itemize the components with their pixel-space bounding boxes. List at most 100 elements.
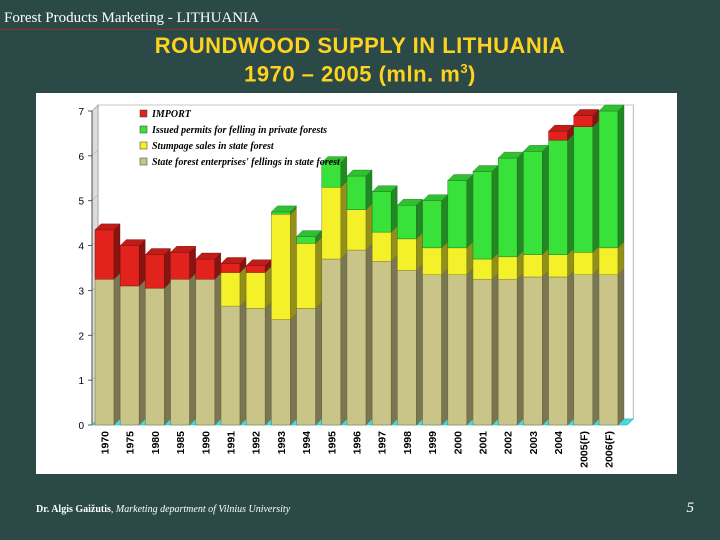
bar-segment-import — [145, 254, 165, 289]
bar-segment-stumpage — [548, 254, 568, 278]
bar-segment-state — [447, 274, 468, 426]
bar-segment-stumpage — [245, 272, 266, 309]
x-tick-label: 2006(F) — [604, 431, 616, 468]
title-line2-end: ) — [468, 61, 476, 87]
footer-affiliation: , Marketing department of Vilnius Univer… — [110, 504, 291, 515]
x-tick-label: 1996 — [352, 431, 364, 455]
y-grid-diag — [91, 104, 99, 112]
y-tick-label: 3 — [78, 286, 84, 297]
chart-title-line2: 1970 – 2005 (mln. m3) — [0, 61, 720, 87]
bar-side-import — [164, 248, 171, 289]
bar-side-stumpage — [365, 203, 373, 251]
page-number: 5 — [686, 500, 695, 516]
bar-side-permits — [391, 185, 398, 233]
bar-segment-state — [170, 278, 190, 426]
bar-side-permits — [542, 144, 549, 256]
bar-segment-state — [548, 276, 568, 426]
bar-segment-stumpage — [573, 252, 594, 275]
y-tick-label: 0 — [78, 421, 84, 432]
chart-panel: 0 1 2 3 4 5 6 7 1970 1975 1980 1985 1990 1991 1992 1993… — [36, 93, 677, 474]
bar-side-state — [239, 299, 247, 426]
bar-top-import — [144, 248, 171, 255]
bar-segment-permits — [497, 157, 518, 258]
bar-segment-permits — [422, 200, 442, 249]
bar-side-stumpage — [315, 236, 322, 309]
bar-side-stumpage — [264, 266, 272, 309]
bar-side-state — [214, 272, 222, 426]
bar-segment-stumpage — [397, 238, 417, 271]
bar-segment-stumpage — [497, 256, 518, 280]
bar-side-state — [189, 272, 196, 426]
legend-label-permits: Issued permits for felling in private fo… — [151, 125, 327, 136]
y-tick-label: 7 — [78, 107, 84, 118]
bar-side-state — [466, 268, 473, 426]
bar-segment-stumpage — [422, 247, 442, 275]
y-tick-label: 2 — [78, 331, 84, 342]
bar-side-stumpage — [416, 232, 423, 271]
bar-side-state — [416, 263, 423, 426]
bar-segment-permits — [447, 180, 468, 249]
bar-segment-state — [245, 308, 266, 426]
bar-side-permits — [416, 198, 423, 240]
x-tick-label: 1970 — [100, 431, 112, 455]
bar-segment-stumpage — [523, 254, 543, 278]
header-divider — [0, 29, 340, 30]
bar-top-permits — [321, 156, 348, 163]
bar-segment-stumpage — [321, 187, 342, 260]
bar-side-permits — [441, 194, 448, 249]
bar-segment-stumpage — [346, 209, 367, 251]
bar-segment-permits — [397, 204, 417, 240]
title-line2-main: 1970 – 2005 (mln. m — [244, 61, 461, 87]
bar-segment-permits — [548, 139, 568, 255]
bar-segment-state — [598, 274, 619, 426]
stacked-bar-chart: 0 1 2 3 4 5 6 7 1970 1975 1980 1985 1990 1991 1992 1993… — [78, 104, 634, 468]
legend-swatch-state — [139, 157, 148, 166]
bar-segment-permits — [271, 211, 291, 215]
bar-segment-state — [523, 276, 543, 426]
bar-side-stumpage — [239, 266, 247, 307]
x-tick-label: 1980 — [150, 431, 162, 455]
bar-segment-permits — [296, 236, 316, 244]
bar-top-import — [195, 252, 222, 260]
bar-segment-permits — [371, 191, 392, 233]
x-tick-label: 1975 — [125, 431, 137, 455]
bar-segment-state — [497, 278, 518, 426]
footer-author: Dr. Algis Gaižutis — [36, 504, 111, 515]
bar-side-permits — [617, 104, 625, 249]
bar-segment-import — [119, 245, 140, 287]
bar-side-permits — [491, 165, 499, 260]
bar-side-state — [441, 268, 448, 426]
bar-side-state — [315, 301, 322, 426]
bar-segment-stumpage — [598, 247, 619, 275]
bar-segment-permits — [523, 151, 543, 255]
x-tick-label: 1999 — [427, 431, 439, 455]
bar-side-state — [113, 272, 121, 426]
bar-side-permits — [466, 174, 473, 249]
bar-side-state — [517, 272, 524, 426]
legend-swatch-import — [139, 109, 148, 118]
x-tick-label: 2000 — [452, 431, 464, 455]
bar-top-permits — [598, 104, 625, 112]
x-tick-label: 1985 — [175, 431, 187, 455]
x-tick-label: 1990 — [200, 431, 212, 455]
x-tick-label: 1997 — [377, 431, 389, 455]
bar-segment-permits — [598, 110, 619, 249]
bar-side-state — [138, 279, 146, 426]
bar-segment-state — [94, 278, 115, 426]
x-tick-label: 2003 — [528, 431, 540, 455]
x-tick-label: 1995 — [326, 431, 338, 455]
y-tick-label: 4 — [78, 242, 84, 253]
bar-segment-permits — [472, 171, 493, 260]
bar-segment-state — [119, 285, 140, 426]
bar-segment-stumpage — [271, 213, 291, 320]
header-title: Forest Products Marketing - LITHUANIA — [4, 10, 259, 26]
y-tick-label: 5 — [78, 197, 84, 208]
bar-side-stumpage — [340, 180, 347, 260]
bar-top-import — [573, 109, 600, 116]
bar-side-state — [365, 243, 373, 426]
bar-segment-state — [195, 278, 216, 426]
bar-segment-import — [245, 265, 266, 273]
bar-segment-state — [422, 274, 442, 426]
bar-segment-state — [472, 278, 493, 426]
y-grid-diag — [91, 194, 99, 201]
